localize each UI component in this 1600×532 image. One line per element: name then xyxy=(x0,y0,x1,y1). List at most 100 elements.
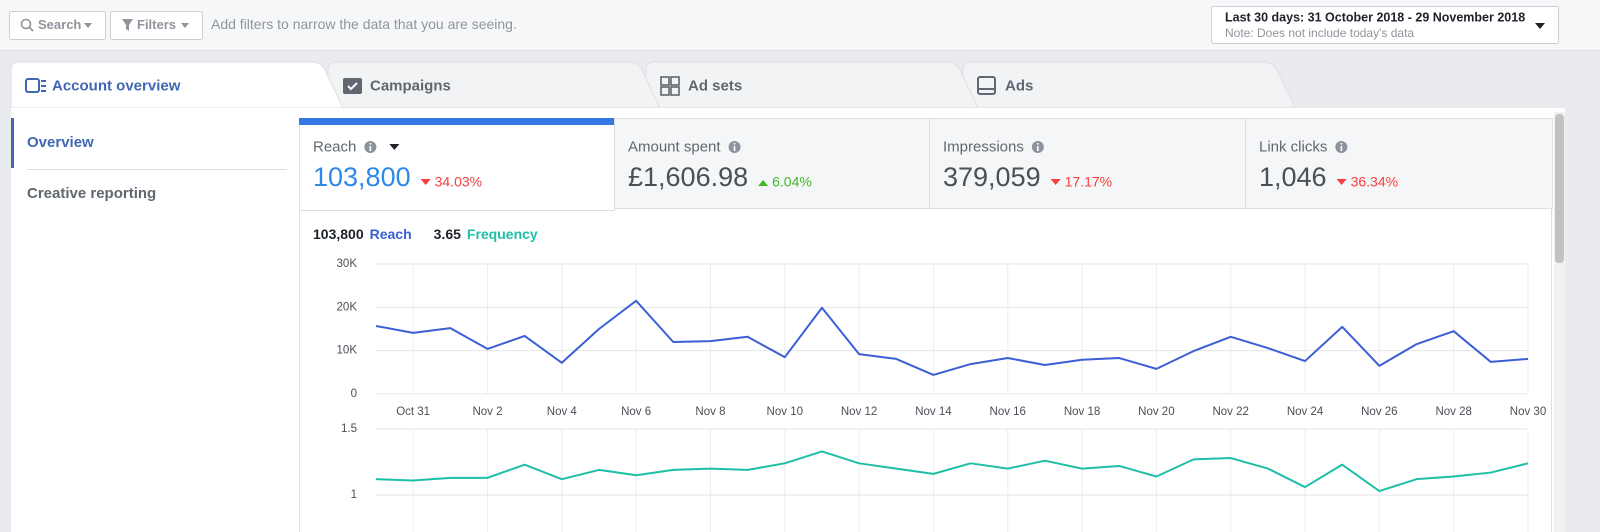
tab-label: Ad sets xyxy=(688,77,742,94)
date-range: Last 30 days: 31 October 2018 - 29 Novem… xyxy=(1225,10,1525,24)
info-icon-glyph xyxy=(733,146,736,151)
plot: Oct 31 Nov 2 Nov 4 Nov 6 Nov 8 Nov 10 Nov 12 No… xyxy=(375,263,1546,532)
tab[interactable]: Ad sets xyxy=(645,61,979,109)
sidebar-item[interactable]: Creative reporting xyxy=(27,185,156,202)
change-arrow xyxy=(1336,179,1347,185)
card-background xyxy=(1245,118,1553,209)
series-line xyxy=(375,299,1529,376)
x-tick-label: Nov 4 xyxy=(547,406,578,418)
legend: 103,800 Reach 3.65 Frequency xyxy=(313,226,538,242)
filter-placeholder: Add filters to narrow the data that you … xyxy=(211,16,517,32)
x-tick-label: Nov 24 xyxy=(1287,406,1324,418)
tab-icon xyxy=(343,78,362,94)
card-active-bar xyxy=(299,118,614,125)
tab-icon xyxy=(25,78,40,93)
x-tick-label: Nov 6 xyxy=(621,406,651,418)
tab-label: Campaigns xyxy=(370,77,451,94)
search-label: Search xyxy=(38,17,81,32)
card-background xyxy=(614,118,930,209)
metric-dropdown[interactable] xyxy=(389,144,400,150)
info-icon-glyph xyxy=(369,143,372,145)
x-tick-label: Nov 22 xyxy=(1212,406,1248,418)
tab-icon xyxy=(977,76,996,95)
metric-card[interactable]: Link clicks 1,046 36.34% xyxy=(1245,118,1553,209)
y-tick-label: 20K xyxy=(337,301,358,313)
change-arrow xyxy=(1050,179,1061,185)
metric-card[interactable]: Impressions 379,059 17.17% xyxy=(929,118,1246,209)
tab-icon xyxy=(978,88,995,90)
tab-shape xyxy=(962,61,1296,109)
info-icon-glyph xyxy=(1037,146,1039,151)
tab-icon xyxy=(660,76,670,86)
tab-shape xyxy=(645,61,979,109)
metric-label: Reach xyxy=(313,138,356,155)
change-arrow xyxy=(420,179,431,185)
scrollbar-thumb[interactable] xyxy=(1555,114,1564,263)
x-tick-label: Nov 30 xyxy=(1510,406,1546,418)
metric-label: Impressions xyxy=(943,138,1024,155)
metric-card[interactable]: Reach 103,800 34.03% xyxy=(299,118,615,211)
y-tick-label: 1.5 xyxy=(341,423,357,435)
legend-name: Frequency xyxy=(467,226,538,242)
y-tick-label: 30K xyxy=(337,258,358,270)
tab-icon xyxy=(41,80,46,82)
info-icon-glyph xyxy=(1340,146,1343,151)
legend-total: 3.65 xyxy=(434,226,461,242)
y-tick-label: 0 xyxy=(351,388,357,400)
change-arrow xyxy=(758,180,769,186)
tab[interactable]: Ads xyxy=(962,61,1296,109)
metric-value: 1,046 xyxy=(1259,162,1327,192)
metric-value: £1,606.98 xyxy=(628,162,748,192)
x-tick-label: Nov 14 xyxy=(915,406,952,418)
x-tick-label: Nov 8 xyxy=(695,406,725,418)
sidebar-item[interactable]: Overview xyxy=(27,134,94,151)
x-tick-label: Oct 31 xyxy=(396,406,430,418)
metric-label: Amount spent xyxy=(628,138,721,155)
tab-label: Account overview xyxy=(52,77,181,94)
series-line xyxy=(375,450,1529,493)
x-tick-label: Nov 2 xyxy=(472,406,502,418)
filters-button[interactable]: Filters xyxy=(110,11,203,40)
card-background xyxy=(299,118,615,211)
sidebar: Overview Creative reporting xyxy=(11,118,287,202)
tab-icon xyxy=(347,82,358,91)
y-tick-label: 10K xyxy=(337,345,358,357)
metric-change: 17.17% xyxy=(1065,174,1112,190)
tab-shape xyxy=(327,61,661,109)
metric-label: Link clicks xyxy=(1259,138,1327,155)
date-range-picker[interactable]: Last 30 days: 31 October 2018 - 29 Novem… xyxy=(1211,6,1559,44)
metric-change: 36.34% xyxy=(1351,174,1398,190)
filters-label: Filters xyxy=(137,17,176,32)
x-tick-label: Nov 20 xyxy=(1138,406,1174,418)
tab-icon xyxy=(660,86,670,96)
info-icon-glyph xyxy=(1037,143,1039,145)
tab-icon xyxy=(670,76,680,86)
metric-value: 103,800 xyxy=(313,162,411,192)
tab[interactable]: Campaigns xyxy=(327,61,661,109)
tab-icon xyxy=(41,90,46,92)
search-button[interactable]: Search xyxy=(9,11,106,40)
metric-card[interactable]: Amount spent £1,606.98 6.04% xyxy=(614,118,930,209)
date-note: Note: Does not include today's data xyxy=(1225,26,1414,40)
x-tick-label: Nov 18 xyxy=(1064,406,1100,418)
tab-strip: Ads Ad sets Campaigns Account overview xyxy=(10,61,1296,109)
info-icon-glyph xyxy=(733,143,736,145)
metric-change: 34.03% xyxy=(435,174,482,190)
info-icon-glyph xyxy=(369,146,372,151)
metric-change: 6.04% xyxy=(772,174,812,190)
x-tick-label: Nov 10 xyxy=(767,406,803,418)
tab[interactable]: Account overview xyxy=(10,61,344,109)
x-tick-label: Nov 16 xyxy=(990,406,1026,418)
y-tick-label: 1 xyxy=(351,489,357,501)
legend-total: 103,800 xyxy=(313,226,364,242)
tab-shape xyxy=(10,61,344,109)
x-tick-label: Nov 26 xyxy=(1361,406,1397,418)
tab-icon xyxy=(41,85,46,87)
metric-value: 379,059 xyxy=(943,162,1041,192)
metric-cards: Reach 103,800 34.03% Amount spent £1,606.98 6… xyxy=(299,118,1553,211)
info-icon-glyph xyxy=(1340,143,1343,145)
x-tick-label: Nov 28 xyxy=(1435,406,1471,418)
legend-name: Reach xyxy=(370,226,412,242)
tab-icon xyxy=(670,86,680,96)
